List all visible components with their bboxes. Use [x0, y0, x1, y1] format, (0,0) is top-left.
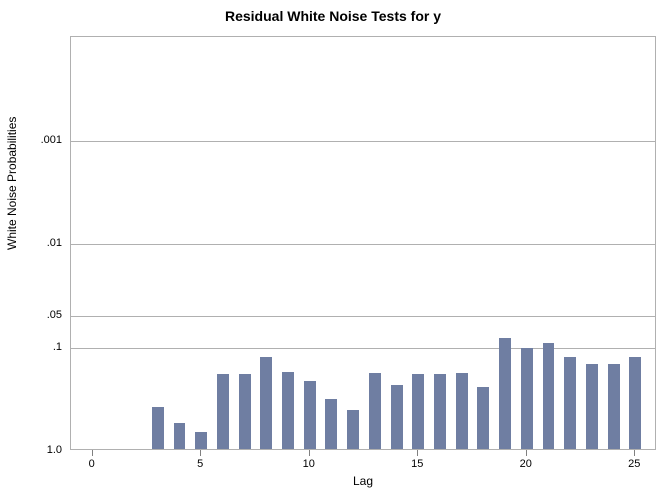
x-axis-title: Lag — [70, 474, 656, 488]
x-tick-label: 5 — [197, 458, 203, 470]
y-tick-label: .1 — [0, 341, 62, 353]
x-tick-mark — [417, 450, 418, 456]
bar — [521, 348, 533, 449]
x-tick-mark — [634, 450, 635, 456]
bar — [564, 357, 576, 449]
bar — [499, 338, 511, 449]
y-gridline — [71, 316, 655, 317]
y-tick-label: .01 — [0, 237, 62, 249]
y-gridline — [71, 141, 655, 142]
y-tick-label: .05 — [0, 309, 62, 321]
x-tick-label: 25 — [628, 458, 640, 470]
chart-container: Residual White Noise Tests for y White N… — [0, 0, 666, 500]
bar — [586, 364, 598, 449]
x-tick-mark — [92, 450, 93, 456]
bar — [325, 399, 337, 449]
plot-area — [70, 36, 656, 450]
bar — [369, 373, 381, 449]
chart-title: Residual White Noise Tests for y — [0, 8, 666, 24]
y-gridline — [71, 244, 655, 245]
y-tick-label: 1.0 — [0, 444, 62, 456]
bar — [347, 410, 359, 449]
bar — [152, 407, 164, 449]
bar — [629, 357, 641, 449]
bar — [456, 373, 468, 449]
y-gridline — [71, 348, 655, 349]
bar — [282, 372, 294, 449]
bar — [434, 374, 446, 449]
bar — [543, 343, 555, 449]
y-tick-label: .001 — [0, 134, 62, 146]
x-tick-mark — [200, 450, 201, 456]
bar — [391, 385, 403, 449]
bar — [217, 374, 229, 449]
bar — [239, 374, 251, 449]
x-tick-label: 0 — [89, 458, 95, 470]
bar — [195, 432, 207, 449]
bar — [260, 357, 272, 449]
x-tick-mark — [309, 450, 310, 456]
x-tick-label: 20 — [520, 458, 532, 470]
x-tick-label: 10 — [303, 458, 315, 470]
bar — [174, 423, 186, 449]
x-tick-label: 15 — [411, 458, 423, 470]
bar — [477, 387, 489, 449]
bar — [608, 364, 620, 449]
bar — [412, 374, 424, 449]
bar — [304, 381, 316, 449]
x-tick-mark — [526, 450, 527, 456]
